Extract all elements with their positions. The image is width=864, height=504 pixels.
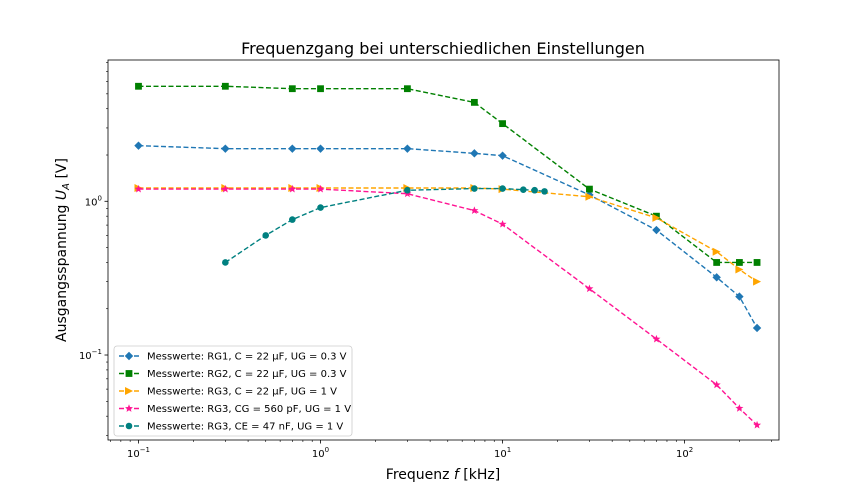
data-point	[712, 247, 721, 256]
legend-marker	[125, 422, 133, 430]
data-point	[403, 144, 412, 153]
data-point	[585, 192, 594, 201]
data-point	[221, 184, 230, 193]
data-point	[520, 186, 527, 193]
legend-label: Messwerte: RG3, C = 22 μF, UG = 1 V	[147, 387, 337, 398]
chart-title: Frequenzgang bei unterschiedlichen Einst…	[241, 39, 645, 58]
data-point	[316, 184, 325, 193]
legend-marker	[124, 351, 134, 361]
series-line	[138, 85, 758, 264]
data-point	[134, 141, 143, 150]
series-line	[138, 144, 758, 329]
data-point	[735, 292, 744, 301]
series-layer	[134, 82, 762, 429]
data-point	[317, 204, 324, 211]
data-point	[470, 206, 479, 214]
ticks-layer: 10−1 100 101 102 10−1 100	[79, 62, 772, 460]
data-point	[541, 188, 548, 195]
x-tick-label: 102	[676, 446, 693, 460]
series-4	[134, 184, 762, 429]
plot-frame	[107, 59, 780, 441]
data-point	[585, 284, 594, 293]
data-point	[753, 259, 761, 266]
data-point	[652, 225, 661, 235]
legend-label: Messwerte: RG1, C = 22 μF, UG = 0.3 V	[147, 352, 347, 363]
data-point	[404, 186, 411, 194]
data-point	[753, 420, 762, 429]
y-tick-label: 100	[85, 194, 102, 208]
data-point	[135, 82, 142, 90]
data-point	[586, 185, 593, 193]
legend-label: Messwerte: RG3, CG = 560 pF, UG = 1 V	[147, 404, 351, 415]
data-point	[752, 323, 762, 333]
legend-item: Messwerte: RG3, CG = 560 pF, UG = 1 V	[119, 404, 351, 415]
data-point	[221, 82, 229, 90]
data-point	[289, 216, 296, 223]
y-tick-label: 10−1	[79, 348, 102, 362]
data-point	[736, 259, 743, 266]
series-line	[224, 187, 545, 264]
series-line	[138, 188, 758, 426]
data-point	[470, 149, 479, 158]
data-point	[317, 85, 324, 93]
data-point	[262, 232, 270, 239]
legend-marker	[125, 404, 133, 412]
legend-item: Messwerte: RG2, C = 22 μF, UG = 0.3 V	[119, 369, 347, 380]
legend-item: Messwerte: RG3, C = 22 μF, UG = 1 V	[119, 387, 337, 398]
data-point	[712, 273, 721, 282]
data-point	[712, 380, 721, 389]
data-point	[221, 144, 230, 153]
legend-label: Messwerte: RG3, CE = 47 nF, UG = 1 V	[147, 422, 343, 433]
data-point	[499, 185, 506, 192]
data-point	[498, 151, 507, 160]
data-point	[288, 144, 297, 153]
x-tick-label: 101	[494, 446, 511, 460]
data-point	[134, 184, 143, 193]
data-point	[713, 259, 721, 266]
data-point	[316, 144, 325, 153]
data-point	[288, 85, 296, 93]
data-point	[652, 334, 661, 343]
data-point	[499, 120, 506, 128]
data-point	[735, 404, 744, 412]
data-point	[498, 219, 507, 228]
data-point	[403, 85, 411, 93]
data-point	[470, 98, 478, 106]
x-tick-label: 10−1	[127, 446, 150, 460]
legend: Messwerte: RG1, C = 22 μF, UG = 0.3 V Mes…	[113, 345, 353, 437]
data-point	[735, 265, 744, 274]
data-point	[753, 277, 762, 286]
data-point	[288, 184, 297, 193]
data-point	[531, 186, 538, 194]
legend-label: Messwerte: RG2, C = 22 μF, UG = 0.3 V	[147, 369, 347, 380]
legend-item: Messwerte: RG3, CE = 47 nF, UG = 1 V	[119, 422, 343, 433]
data-point	[471, 185, 478, 192]
legend-item: Messwerte: RG1, C = 22 μF, UG = 0.3 V	[119, 352, 347, 363]
legend-marker	[125, 370, 133, 377]
data-point	[652, 213, 661, 222]
y-axis-label: Ausgangsspannung UA [V]	[54, 158, 72, 342]
x-tick-label: 100	[312, 446, 329, 460]
x-axis-label: Frequenz f [kHz]	[386, 467, 500, 483]
data-point	[222, 259, 229, 266]
legend-frame	[113, 345, 353, 437]
legend-marker	[125, 387, 133, 395]
series-5	[222, 185, 548, 266]
